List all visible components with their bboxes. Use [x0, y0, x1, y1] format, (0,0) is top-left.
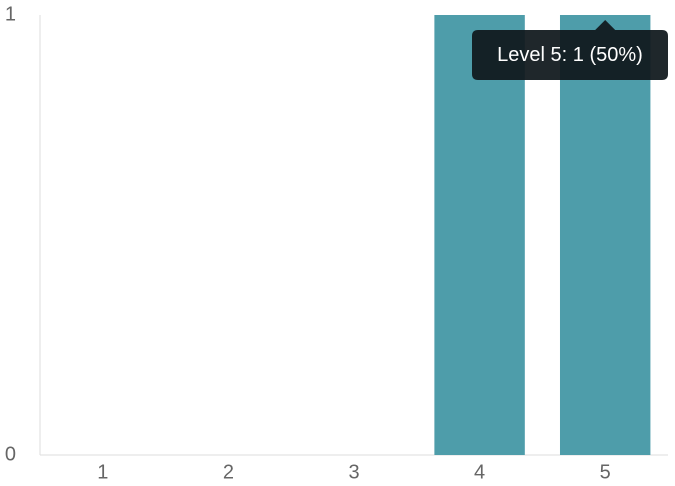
x-tick-label: 2 — [223, 461, 234, 483]
tooltip-text: Level 5: 1 (50%) — [497, 44, 643, 66]
x-tick-label: 5 — [600, 461, 611, 483]
chart-tooltip: Level 5: 1 (50%) — [472, 20, 668, 80]
x-axis-tick-labels: 1 2 3 4 5 — [97, 461, 611, 483]
y-tick-label: 1 — [5, 3, 16, 25]
y-axis-tick-labels: 01 — [5, 3, 16, 465]
x-tick-label: 3 — [348, 461, 359, 483]
x-tick-label: 4 — [474, 461, 485, 483]
x-tick-label: 1 — [97, 461, 108, 483]
y-tick-label: 0 — [5, 443, 16, 465]
tooltip-background — [472, 20, 668, 80]
bar-level-4[interactable] — [434, 15, 525, 455]
bar-level-5[interactable] — [559, 15, 651, 455]
bar-series — [434, 15, 651, 455]
